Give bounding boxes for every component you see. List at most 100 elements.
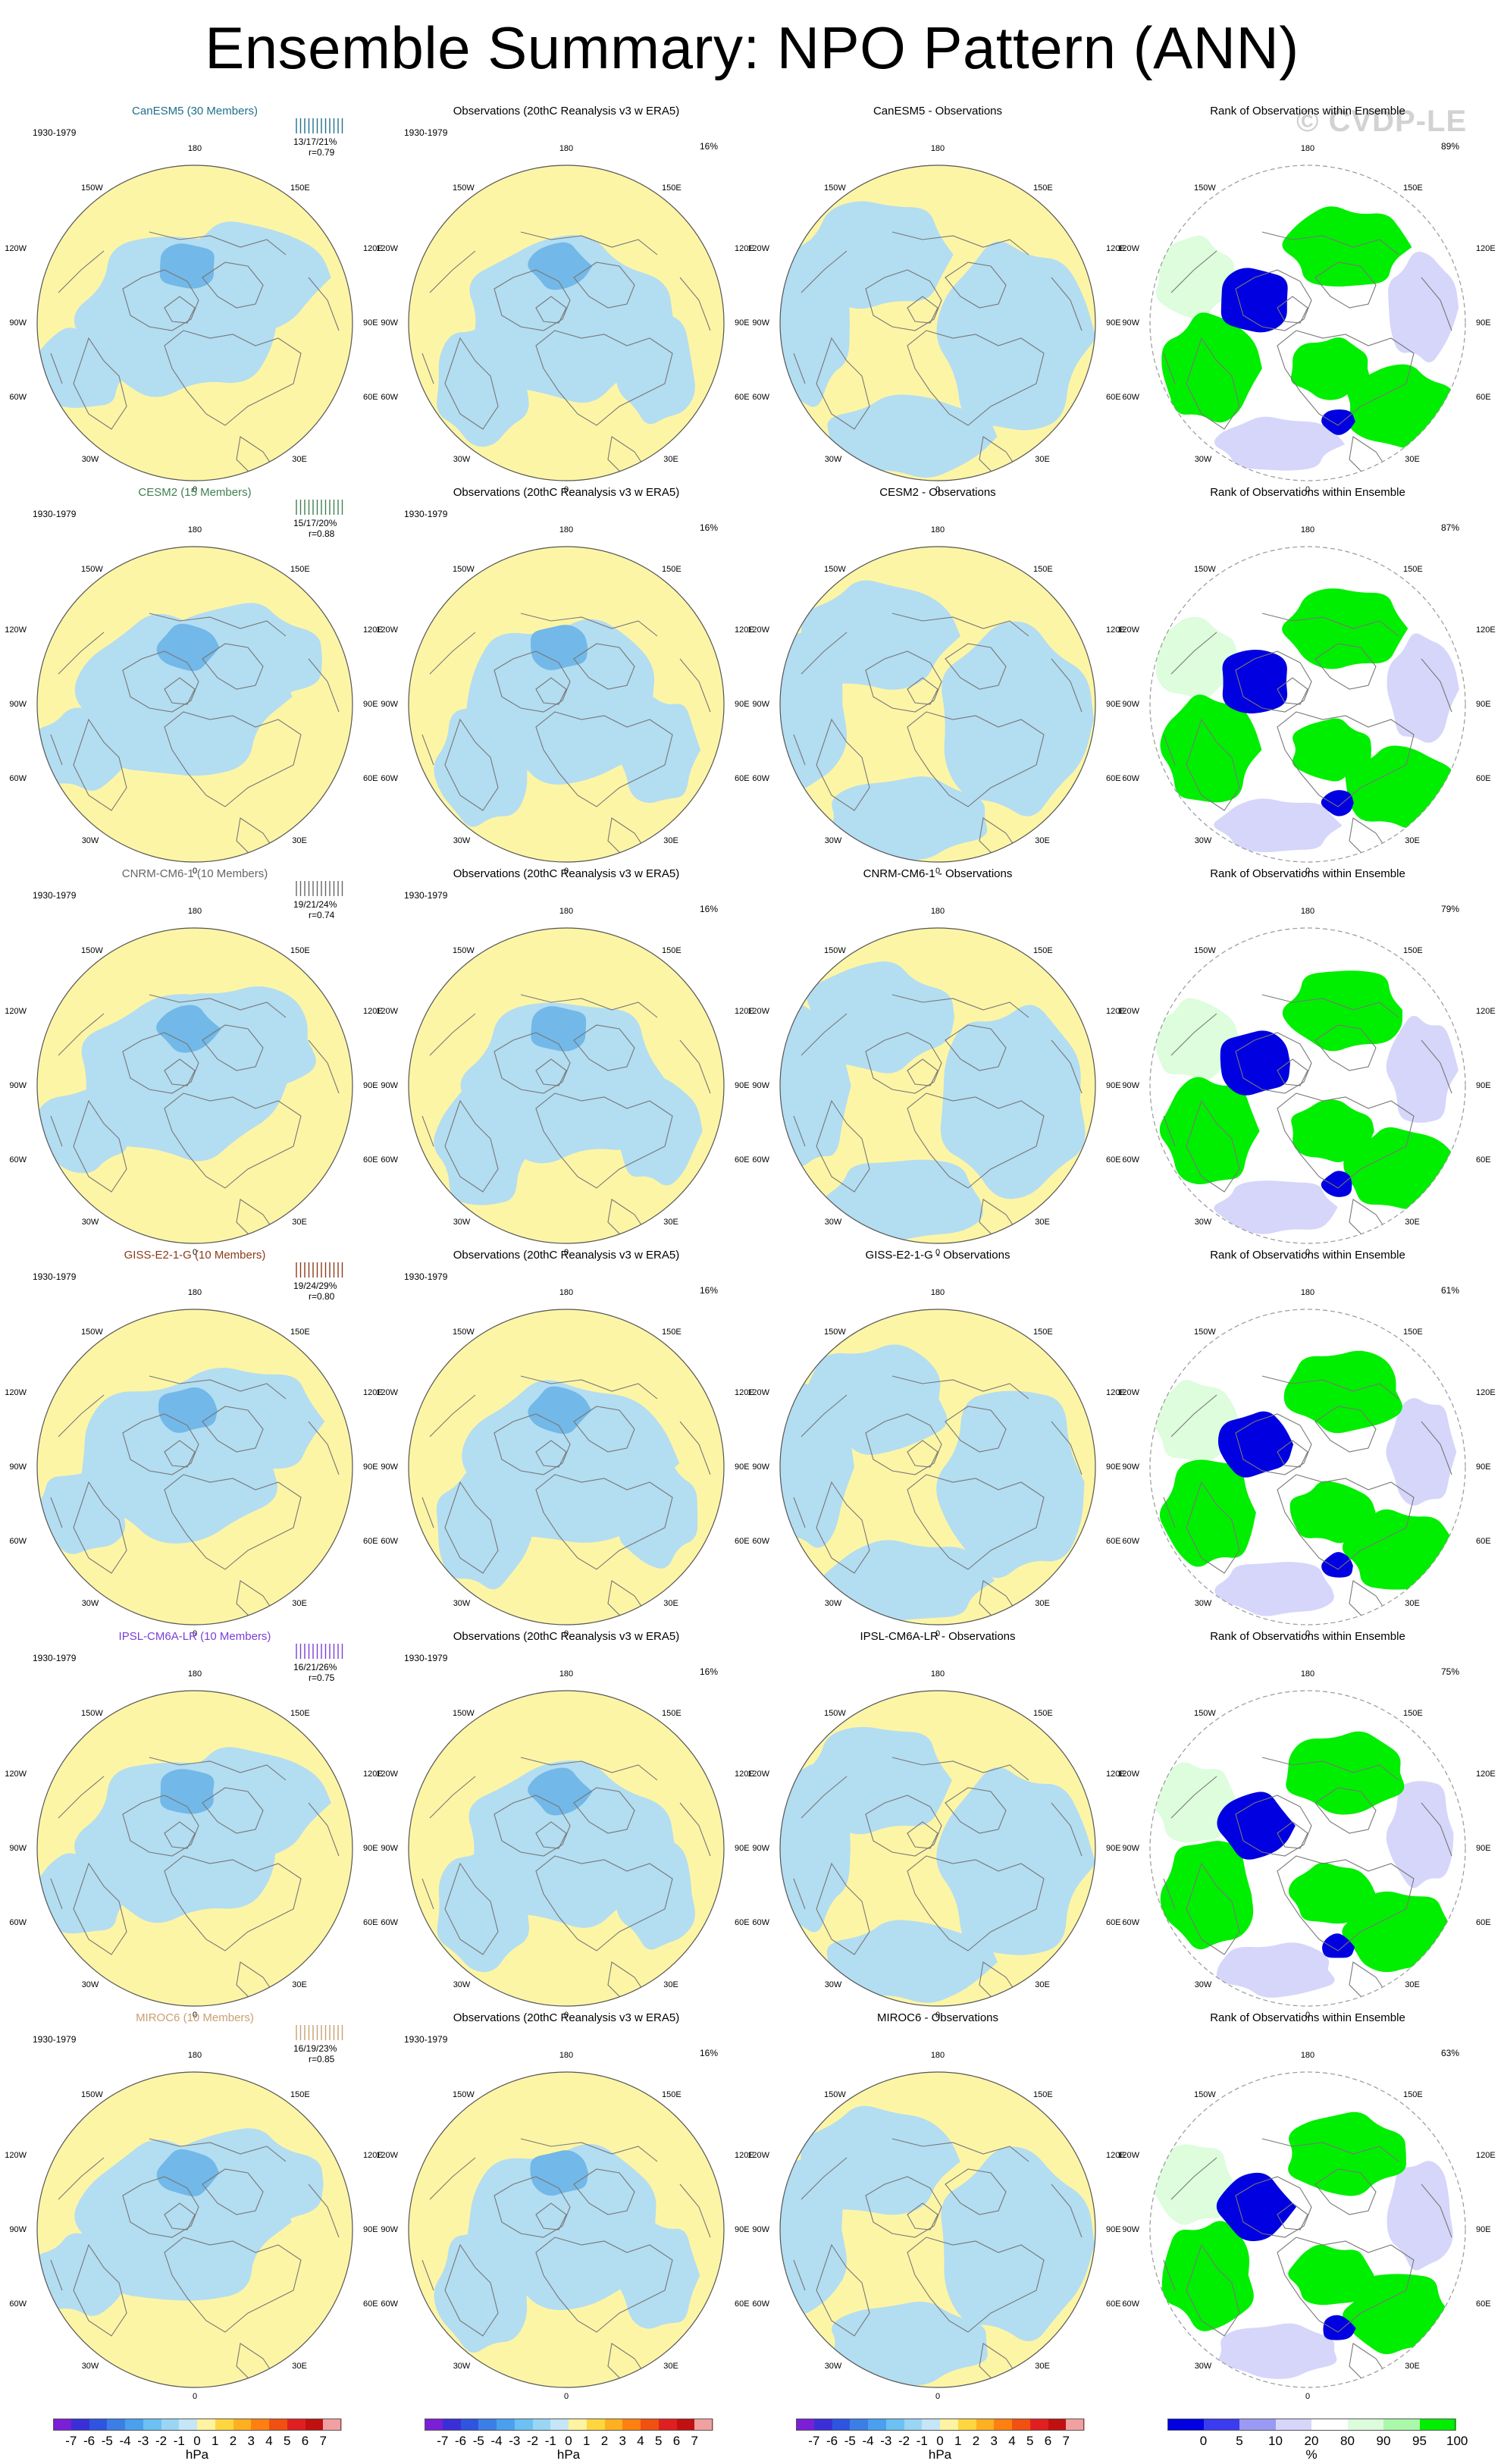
colorbar-swatch — [53, 2419, 72, 2431]
colorbar-label: -4 — [862, 2434, 874, 2448]
lon-label-60W: 60W — [9, 774, 27, 783]
colorbar-swatch — [323, 2419, 342, 2431]
lon-label-90E: 90E — [735, 1462, 750, 1472]
main-title: Ensemble Summary: NPO Pattern (ANN) — [205, 14, 1299, 81]
lon-label-150E: 150E — [662, 1709, 682, 1718]
lon-label-0: 0 — [192, 1629, 198, 1638]
obs-map-1 — [408, 165, 725, 481]
colorbar-label: 95 — [1412, 2434, 1427, 2448]
colorbar-unit: % — [1305, 2447, 1318, 2462]
lon-label-30W: 30W — [81, 836, 99, 845]
colorbar-swatch — [70, 2419, 89, 2431]
lon-label-150E: 150E — [1403, 565, 1423, 574]
lon-label-30W: 30W — [453, 2362, 471, 2371]
lon-label-60E: 60E — [1476, 2299, 1491, 2309]
lon-label-120E: 120E — [1106, 2151, 1126, 2160]
model-title: MIROC6 (10 Members) — [136, 2011, 254, 2024]
lon-label-180: 180 — [187, 2051, 202, 2060]
colorbar-swatch — [957, 2419, 976, 2431]
lon-label-30W: 30W — [81, 2362, 99, 2371]
lon-label-150W: 150W — [453, 2090, 475, 2099]
lon-label-120W: 120W — [5, 2151, 27, 2160]
spread-ticks — [296, 2025, 343, 2040]
lon-label-90E: 90E — [1106, 1462, 1121, 1472]
rank-pct: 89% — [1441, 141, 1460, 152]
lon-label-90W: 90W — [1122, 700, 1139, 709]
colorbar-label: -5 — [844, 2434, 856, 2448]
lon-label-120E: 120E — [363, 2151, 383, 2160]
lon-label-150W: 150W — [81, 1709, 103, 1718]
spread-ticks — [296, 1644, 343, 1659]
lon-label-60E: 60E — [363, 2299, 378, 2309]
period-label: 1930-1979 — [404, 509, 448, 519]
diff-title: IPSL-CM6A-LR - Observations — [860, 1630, 1016, 1643]
model-map-5 — [36, 1690, 353, 2007]
colorbar-swatch — [922, 2419, 941, 2431]
lon-label-90E: 90E — [363, 1844, 378, 1853]
lon-label-150W: 150W — [453, 946, 475, 955]
lon-label-90E: 90E — [1476, 1844, 1491, 1853]
lon-label-30E: 30E — [292, 836, 307, 845]
lon-label-30E: 30E — [1405, 1599, 1420, 1608]
lon-label-60E: 60E — [1106, 774, 1121, 783]
colorbar-swatch — [994, 2419, 1013, 2431]
lon-label-60E: 60E — [1476, 1537, 1491, 1546]
lon-label-90W: 90W — [752, 2225, 769, 2234]
lon-label-120E: 120E — [363, 1770, 383, 1779]
lon-label-90W: 90W — [1122, 318, 1139, 328]
lon-label-120E: 120E — [735, 1770, 754, 1779]
colorbar-swatch — [1203, 2419, 1240, 2431]
lon-label-0: 0 — [192, 2392, 198, 2401]
colorbar-swatch — [658, 2419, 677, 2431]
obs-title: Observations (20thC Reanalysis v3 w ERA5… — [453, 867, 680, 880]
colorbar-label: 6 — [672, 2434, 681, 2448]
lon-label-180: 180 — [187, 525, 202, 534]
lon-label-30W: 30W — [453, 1599, 471, 1608]
lon-label-30E: 30E — [1035, 455, 1050, 464]
lon-label-30E: 30E — [663, 1599, 678, 1608]
lon-label-60E: 60E — [1106, 1537, 1121, 1546]
lon-label-60E: 60E — [735, 1155, 750, 1165]
lon-label-180: 180 — [1300, 1669, 1315, 1679]
lon-label-30E: 30E — [663, 836, 678, 845]
period-label: 1930-1979 — [33, 890, 77, 901]
lon-label-60W: 60W — [381, 1918, 398, 1927]
lon-label-150W: 150W — [453, 1709, 475, 1718]
lon-label-60E: 60E — [1106, 1155, 1121, 1165]
lon-label-90W: 90W — [381, 318, 398, 328]
lon-label-120W: 120W — [5, 625, 27, 635]
colorbar-label: -6 — [826, 2434, 838, 2448]
rank-pct: 75% — [1441, 1666, 1460, 1677]
lon-label-150W: 150W — [81, 946, 103, 955]
lon-label-30E: 30E — [1405, 2362, 1420, 2371]
lon-label-120W: 120W — [1117, 244, 1139, 253]
lon-label-150E: 150E — [290, 565, 310, 574]
r-label: r=0.75 — [309, 1672, 335, 1683]
obs-pct: 16% — [700, 522, 719, 533]
colorbar-label: -6 — [83, 2434, 96, 2448]
colorbar-label: -2 — [155, 2434, 168, 2448]
lon-label-120E: 120E — [363, 1388, 383, 1397]
lon-label-120W: 120W — [747, 625, 769, 635]
diff-map-3 — [779, 927, 1096, 1244]
colorbar-label: 7 — [1062, 2434, 1070, 2448]
lon-label-30E: 30E — [292, 455, 307, 464]
lon-label-90E: 90E — [735, 700, 750, 709]
colorbar-label: 80 — [1340, 2434, 1355, 2448]
lon-label-180: 180 — [930, 907, 945, 916]
lon-label-60W: 60W — [381, 393, 398, 402]
lon-label-0: 0 — [192, 867, 198, 876]
lon-label-150E: 150E — [1403, 946, 1423, 955]
lon-label-180: 180 — [559, 1288, 574, 1297]
lon-label-150W: 150W — [1194, 1709, 1216, 1718]
stats-label: 19/24/29% — [293, 1281, 337, 1291]
lon-label-150E: 150E — [1403, 2090, 1423, 2099]
colorbar-hpa-1: -7 -6 -5 -4 -3 -2 -1 0 1 2 3 4 5 6 7 hPa — [53, 2419, 342, 2464]
colorbar-label: 3 — [619, 2434, 626, 2448]
lon-label-60W: 60W — [381, 1155, 398, 1165]
lon-label-120W: 120W — [5, 1388, 27, 1397]
lon-label-150W: 150W — [824, 1709, 846, 1718]
colorbar-swatch — [550, 2419, 569, 2431]
colorbar-swatch — [694, 2419, 713, 2431]
lon-label-30E: 30E — [663, 455, 678, 464]
